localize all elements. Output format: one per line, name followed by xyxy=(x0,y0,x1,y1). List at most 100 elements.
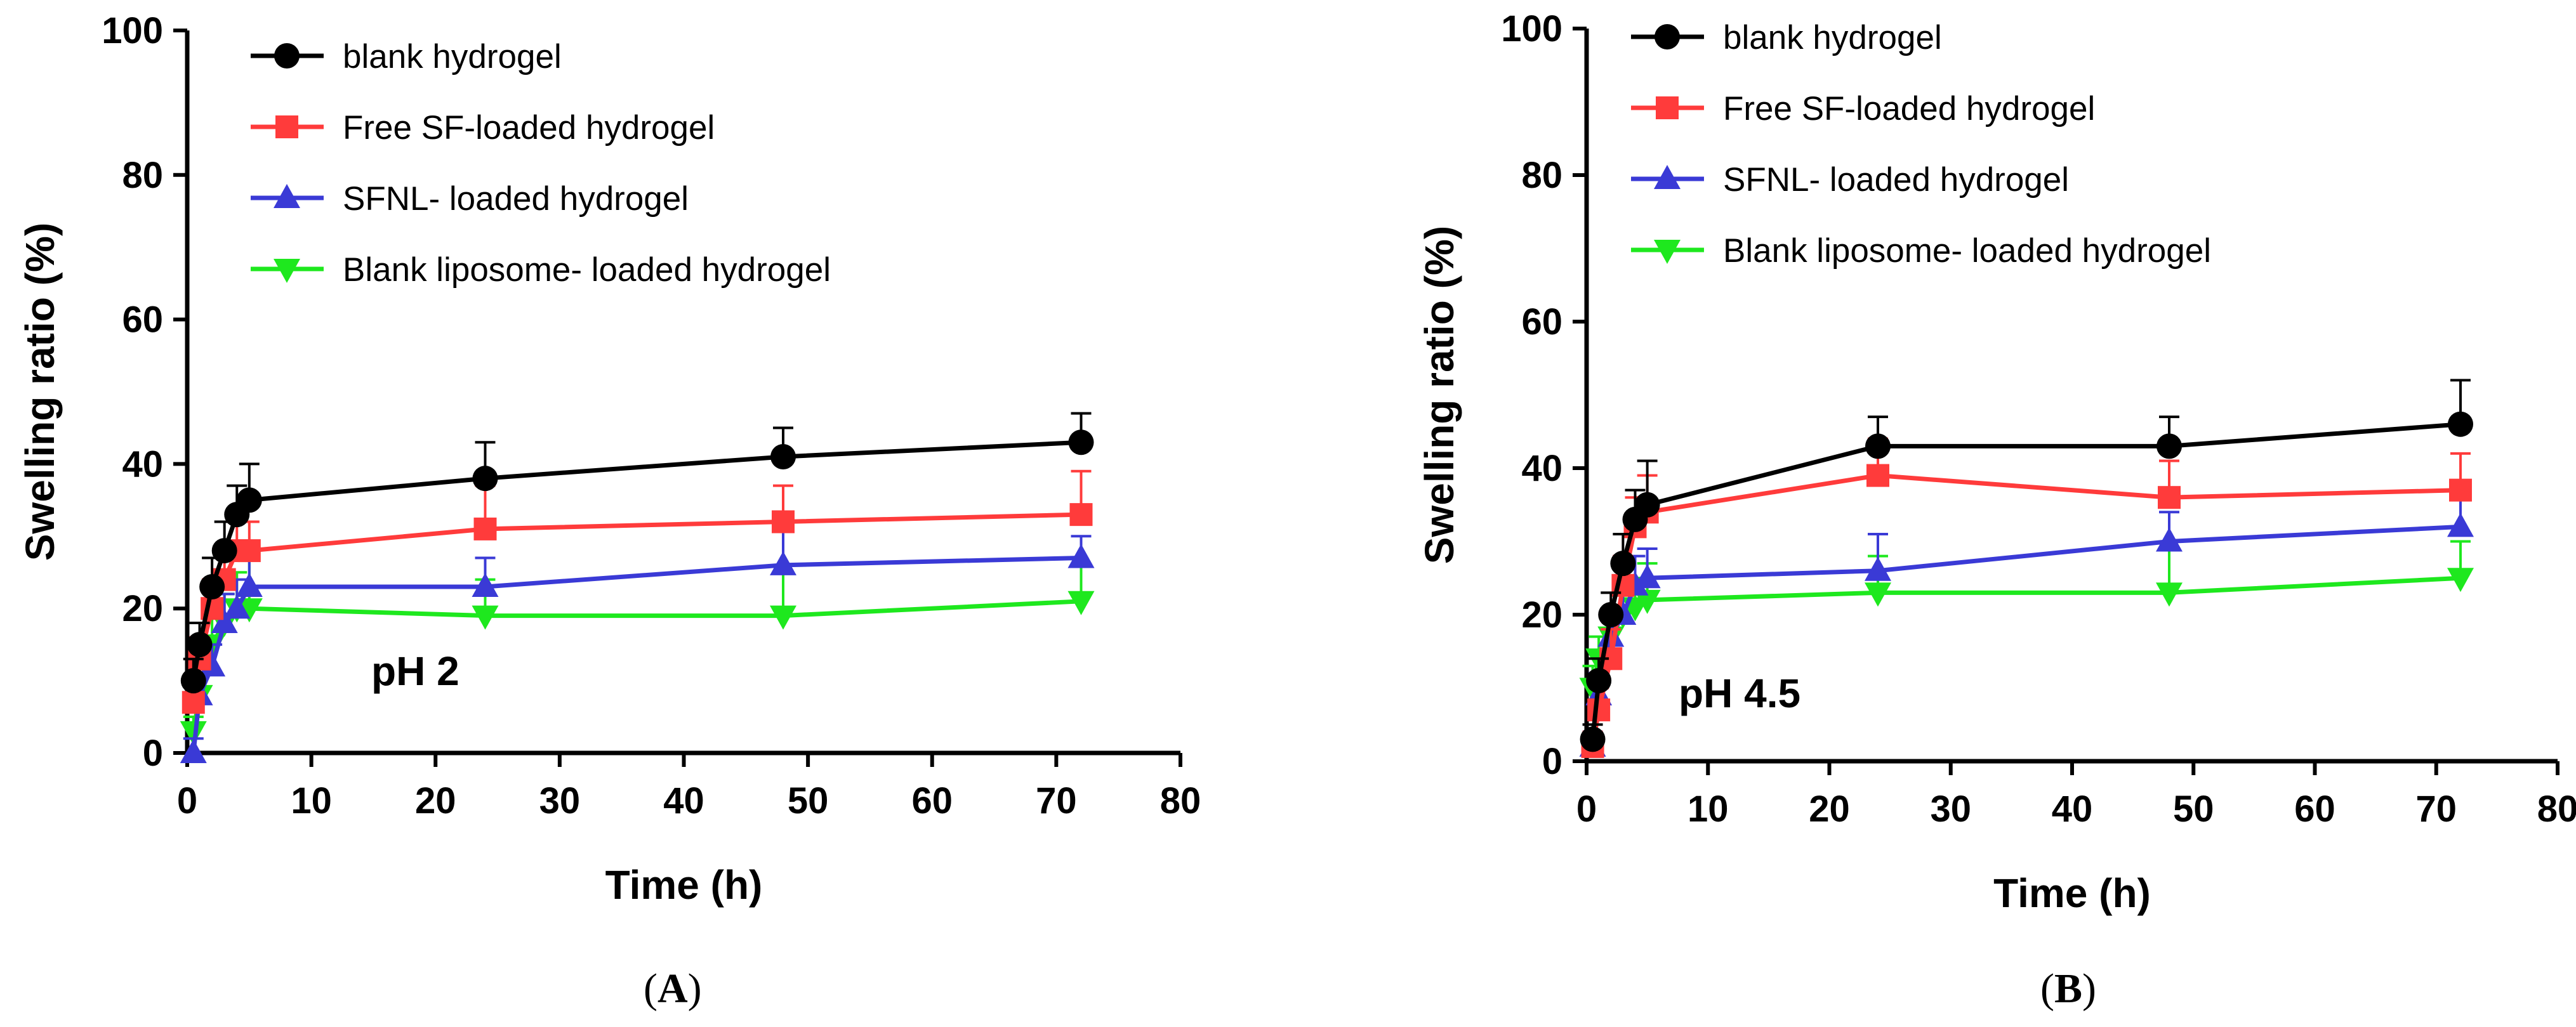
y-tick-label: 60 xyxy=(122,299,163,341)
x-tick-label: 80 xyxy=(1160,780,1201,821)
data-point xyxy=(235,573,263,598)
x-tick-label: 0 xyxy=(177,780,197,821)
x-tick-label: 0 xyxy=(1576,788,1597,830)
legend-swatch-marker xyxy=(1654,165,1681,189)
data-point xyxy=(1067,544,1095,568)
data-point xyxy=(1634,492,1660,518)
legend-label: Free SF-loaded hydrogel xyxy=(1723,90,2095,128)
legend-label: Blank liposome- loaded hydrogel xyxy=(1723,232,2211,270)
legend-swatch-marker xyxy=(274,259,300,283)
x-tick-label: 30 xyxy=(539,780,581,821)
legend-label: SFNL- loaded hydrogel xyxy=(343,180,689,218)
legend-label: SFNL- loaded hydrogel xyxy=(1723,161,2069,199)
data-point xyxy=(1586,667,1612,693)
data-point xyxy=(472,466,498,492)
legend-label: Blank liposome- loaded hydrogel xyxy=(343,251,831,289)
data-point xyxy=(770,551,796,575)
chart-panel-a: 0 10 20 30 40 50 60 70 80 0 20 40 60 80 100 Time (h) Swe… xyxy=(17,10,1201,1012)
data-point xyxy=(1866,464,1889,487)
data-point xyxy=(2448,411,2473,437)
data-point xyxy=(473,517,497,540)
x-tick-label: 60 xyxy=(911,780,953,821)
series-line xyxy=(191,599,1081,732)
data-point xyxy=(1580,726,1606,752)
legend-swatch-marker xyxy=(1655,24,1680,49)
data-point xyxy=(1610,551,1636,577)
series-0 xyxy=(180,412,1094,694)
legend-swatch-marker xyxy=(1654,240,1681,264)
data-point xyxy=(472,605,499,630)
data-point xyxy=(211,538,237,564)
data-point xyxy=(772,510,795,533)
data-point xyxy=(1067,591,1095,615)
legend-label: Free SF-loaded hydrogel xyxy=(343,109,715,147)
data-point xyxy=(223,594,251,619)
x-tick-label: 40 xyxy=(663,780,704,821)
data-point xyxy=(770,605,796,630)
legend-swatch-marker xyxy=(1656,96,1679,119)
y-tick-label: 80 xyxy=(1521,155,1562,196)
x-tick-label: 50 xyxy=(788,780,829,821)
x-axis-title: Time (h) xyxy=(605,862,763,908)
series-1 xyxy=(182,469,1093,714)
legend-swatch-marker xyxy=(274,184,300,208)
x-tick-label: 10 xyxy=(1688,788,1729,830)
data-point xyxy=(2156,527,2183,552)
legend-swatch-marker xyxy=(275,115,298,138)
x-tick-label: 70 xyxy=(1036,780,1077,821)
data-point xyxy=(1634,589,1661,614)
data-point xyxy=(1069,503,1093,527)
data-point xyxy=(1068,429,1094,455)
x-tick-label: 70 xyxy=(2415,788,2457,830)
y-tick-label: 20 xyxy=(1521,594,1562,636)
series-line xyxy=(191,555,1081,754)
x-tick-label: 50 xyxy=(2173,788,2214,830)
data-point xyxy=(1598,602,1624,627)
legend-entry: Blank liposome- loaded hydrogel xyxy=(1631,232,2211,270)
data-point xyxy=(1587,698,1611,722)
y-tick-label: 40 xyxy=(1521,448,1562,489)
x-axis-title: Time (h) xyxy=(1993,870,2151,916)
y-tick-label: 100 xyxy=(1501,8,1562,49)
data-point xyxy=(2157,433,2182,459)
legend-entry: blank hydrogel xyxy=(1631,19,1942,56)
series-2 xyxy=(180,527,1095,763)
panel-letter: A xyxy=(657,965,688,1012)
y-tick-label: 20 xyxy=(122,588,163,629)
panel-letter: B xyxy=(2054,965,2082,1012)
legend-entry: blank hydrogel xyxy=(251,38,562,75)
legend-swatch-marker xyxy=(274,43,300,69)
y-tick-label: 100 xyxy=(102,10,163,51)
data-point xyxy=(235,598,263,623)
data-point xyxy=(1634,564,1661,589)
x-tick-label: 20 xyxy=(415,780,456,821)
x-tick-label: 40 xyxy=(2052,788,2093,830)
series-2 xyxy=(1579,496,2474,757)
x-tick-label: 10 xyxy=(291,780,332,821)
y-tick-label: 80 xyxy=(122,155,163,196)
y-tick-label: 0 xyxy=(1542,741,1562,782)
data-point xyxy=(237,539,261,563)
legend-label: blank hydrogel xyxy=(343,38,562,75)
data-point xyxy=(236,487,262,513)
y-axis-title: Swelling ratio (%) xyxy=(17,223,63,561)
legend-entry: Free SF-loaded hydrogel xyxy=(251,109,715,147)
data-point xyxy=(180,739,207,763)
x-tick-label: 60 xyxy=(2294,788,2335,830)
ph-annotation: pH 2 xyxy=(371,648,459,694)
data-point xyxy=(180,668,206,694)
chart-panel-b: 0 10 20 30 40 50 60 70 80 0 20 40 60 80 100 Time (h) Swe… xyxy=(1417,8,2576,1012)
legend-entry: Free SF-loaded hydrogel xyxy=(1631,90,2095,128)
y-tick-label: 40 xyxy=(122,443,163,485)
data-point xyxy=(211,608,238,633)
x-tick-label: 80 xyxy=(2537,788,2576,830)
series-0 xyxy=(1580,379,2473,752)
data-point xyxy=(2447,513,2474,537)
legend-entry: Blank liposome- loaded hydrogel xyxy=(251,251,831,289)
data-point xyxy=(182,691,205,714)
legend-entry: SFNL- loaded hydrogel xyxy=(251,180,689,218)
data-point xyxy=(199,574,225,600)
ph-annotation: pH 4.5 xyxy=(1679,670,1800,716)
data-point xyxy=(2447,568,2474,592)
